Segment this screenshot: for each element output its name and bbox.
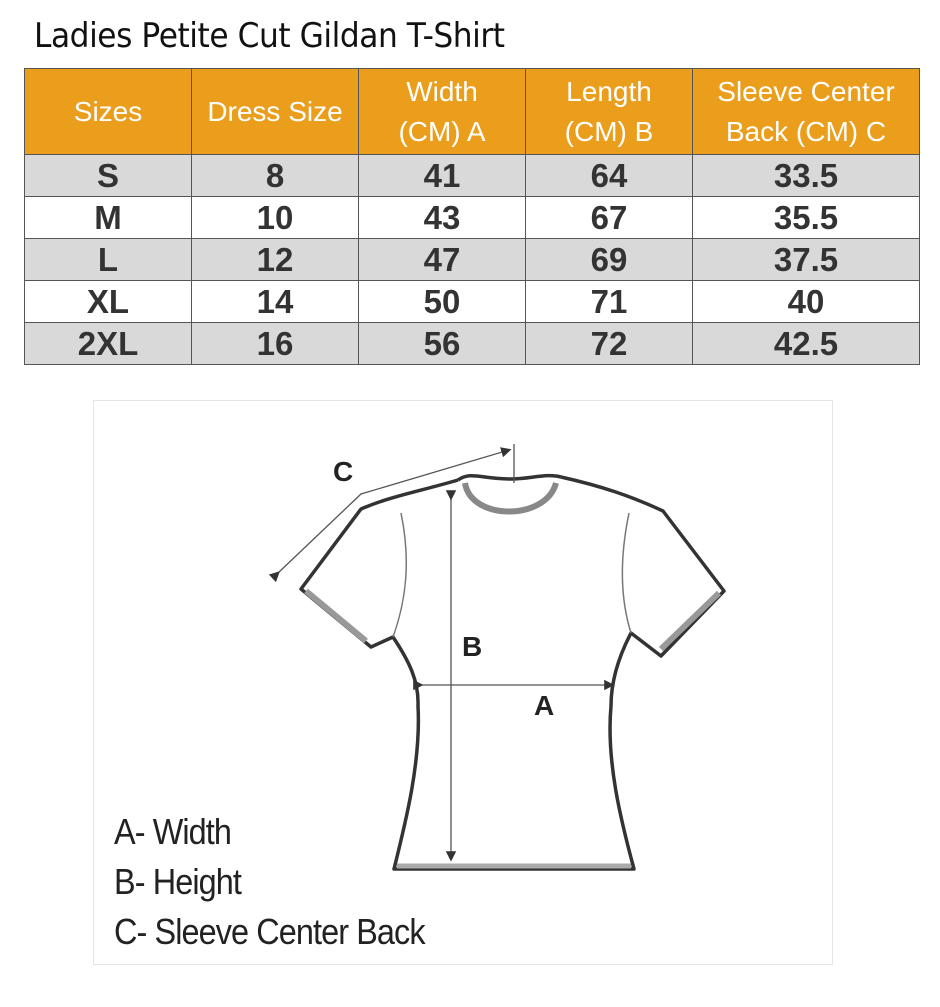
- page-title: Ladies Petite Cut Gildan T-Shirt: [34, 16, 505, 56]
- table-cell: XL: [24, 280, 192, 323]
- table-cell: 37.5: [692, 238, 920, 281]
- table-cell: 8: [191, 154, 359, 197]
- table-cell: 43: [358, 196, 526, 239]
- legend-height: B- Height: [114, 861, 242, 902]
- legend-sleeve: C- Sleeve Center Back: [114, 911, 426, 952]
- table-cell: 2XL: [24, 322, 192, 365]
- table-cell: 10: [191, 196, 359, 239]
- tshirt-outline: [299, 473, 726, 871]
- table-row: L 12 47 69 37.5: [24, 238, 920, 281]
- table-row: XL 14 50 71 40: [24, 280, 920, 323]
- table-row: 2XL 16 56 72 42.5: [24, 322, 920, 365]
- label-c: C: [333, 456, 353, 487]
- measurement-diagram: C B A A- Width B- Height C- Sleeve Cente…: [93, 400, 833, 965]
- table-cell: 71: [525, 280, 693, 323]
- header-sleeve: Sleeve Center Back (CM) C: [692, 68, 920, 155]
- table-cell: 40: [692, 280, 920, 323]
- table-cell: S: [24, 154, 192, 197]
- table-cell: 50: [358, 280, 526, 323]
- label-b: B: [462, 631, 482, 662]
- table-cell: 64: [525, 154, 693, 197]
- legend-width: A- Width: [114, 811, 232, 852]
- tshirt-diagram: C B A: [268, 444, 726, 871]
- table-cell: 33.5: [692, 154, 920, 197]
- table-row: S 8 41 64 33.5: [24, 154, 920, 197]
- header-width: Width (CM) A: [358, 68, 526, 155]
- table-cell: 41: [358, 154, 526, 197]
- header-dress-size: Dress Size: [191, 68, 359, 155]
- table-header-row: Sizes Dress Size Width (CM) A Length (CM) …: [24, 68, 920, 155]
- table-cell: 47: [358, 238, 526, 281]
- table-cell: 72: [525, 322, 693, 365]
- size-table: Sizes Dress Size Width (CM) A Length (CM) …: [24, 68, 920, 365]
- table-cell: L: [24, 238, 192, 281]
- label-a: A: [534, 690, 554, 721]
- table-cell: 69: [525, 238, 693, 281]
- header-sizes: Sizes: [24, 68, 192, 155]
- table-cell: 12: [191, 238, 359, 281]
- table-cell: 16: [191, 322, 359, 365]
- table-cell: M: [24, 196, 192, 239]
- table-cell: 67: [525, 196, 693, 239]
- table-cell: 56: [358, 322, 526, 365]
- table-cell: 35.5: [692, 196, 920, 239]
- header-length: Length (CM) B: [525, 68, 693, 155]
- dimension-c-line: [268, 447, 512, 583]
- table-cell: 42.5: [692, 322, 920, 365]
- table-row: M 10 43 67 35.5: [24, 196, 920, 239]
- table-cell: 14: [191, 280, 359, 323]
